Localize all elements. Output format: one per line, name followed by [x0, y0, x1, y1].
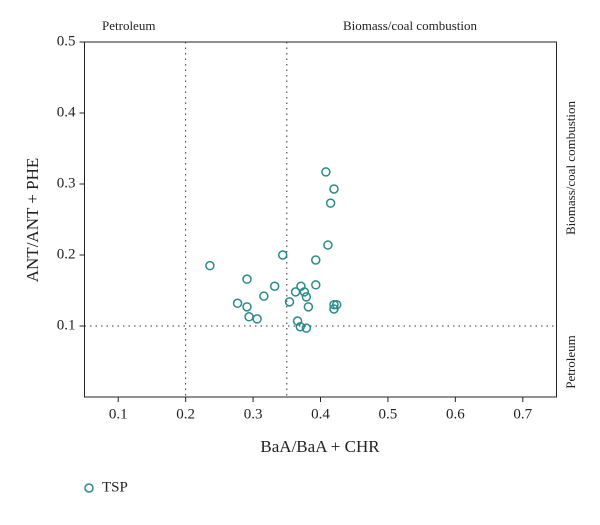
- data-point: [323, 240, 333, 250]
- x-axis-label: BaA/BaA + CHR: [260, 437, 380, 456]
- data-point: [290, 287, 301, 297]
- data-point: [311, 280, 321, 290]
- data-point: [277, 250, 288, 260]
- data-point: [292, 316, 303, 326]
- region-label: Biomass/coal combustion: [563, 101, 578, 235]
- data-point: [329, 304, 339, 314]
- y-tick-label: 0.4: [57, 104, 76, 120]
- y-tick-label: 0.1: [57, 317, 76, 333]
- legend-label: TSP: [102, 479, 128, 495]
- x-tick-label: 0.3: [244, 406, 263, 422]
- data-point: [321, 167, 331, 177]
- x-tick-label: 0.5: [379, 406, 398, 422]
- region-label: Petroleum: [102, 18, 155, 33]
- x-tick-label: 0.4: [311, 406, 330, 422]
- data-point: [252, 314, 262, 324]
- x-tick-label: 0.2: [176, 406, 195, 422]
- y-tick-label: 0.2: [57, 246, 76, 262]
- data-point: [205, 260, 215, 271]
- x-tick-label: 0.7: [513, 406, 532, 422]
- data-point: [244, 312, 254, 322]
- data-point: [242, 274, 252, 284]
- x-tick-label: 0.1: [109, 406, 128, 422]
- data-point: [301, 292, 312, 302]
- data-point: [329, 299, 339, 310]
- region-label: Petroleum: [563, 335, 578, 388]
- data-point: [269, 281, 280, 291]
- y-tick-label: 0.5: [57, 33, 76, 49]
- data-point: [284, 297, 295, 307]
- region-label: Biomass/coal combustion: [343, 18, 477, 33]
- data-point: [299, 287, 310, 297]
- y-axis-label: ANT/ANT + PHE: [23, 158, 42, 283]
- data-point: [311, 255, 321, 265]
- data-point: [242, 302, 252, 312]
- data-point: [295, 321, 306, 332]
- data-point: [301, 323, 312, 333]
- x-tick-label: 0.6: [446, 406, 465, 422]
- y-tick-label: 0.3: [57, 175, 76, 191]
- data-point: [329, 184, 339, 194]
- legend-marker: [84, 483, 94, 493]
- data-point: [303, 302, 314, 312]
- data-point: [325, 198, 336, 208]
- data-point: [232, 298, 243, 309]
- data-point: [259, 291, 269, 301]
- plot-frame: [84, 41, 557, 398]
